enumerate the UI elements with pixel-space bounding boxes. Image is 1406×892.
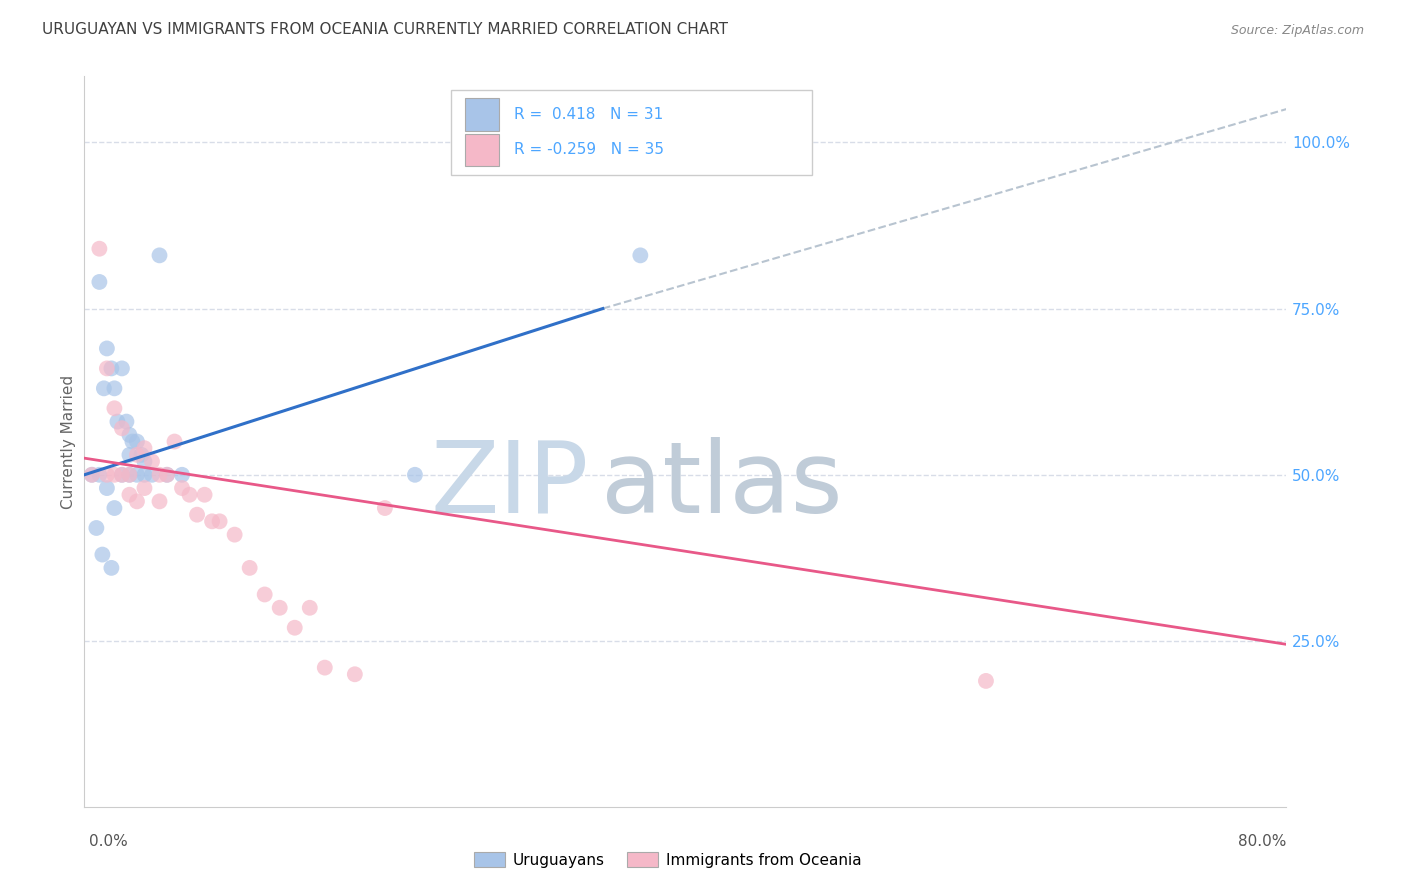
- Point: [404, 467, 426, 482]
- Point: [121, 434, 143, 449]
- Point: [96, 342, 118, 356]
- Point: [131, 448, 153, 462]
- Point: [224, 527, 246, 541]
- Point: [125, 494, 148, 508]
- Point: [134, 454, 156, 468]
- Point: [103, 401, 125, 416]
- FancyBboxPatch shape: [465, 98, 499, 130]
- Point: [103, 467, 125, 482]
- Point: [100, 361, 122, 376]
- Point: [115, 415, 138, 429]
- Text: atlas: atlas: [602, 437, 844, 534]
- Point: [269, 600, 291, 615]
- Point: [125, 467, 148, 482]
- Point: [148, 494, 170, 508]
- Point: [148, 467, 170, 482]
- Text: 80.0%: 80.0%: [1239, 834, 1286, 848]
- Point: [125, 434, 148, 449]
- Point: [103, 501, 125, 516]
- Point: [314, 660, 336, 674]
- Point: [118, 428, 141, 442]
- Point: [111, 421, 134, 435]
- Text: ZIP: ZIP: [430, 437, 589, 534]
- Point: [86, 521, 108, 535]
- Point: [96, 481, 118, 495]
- Point: [111, 467, 134, 482]
- FancyBboxPatch shape: [451, 90, 811, 175]
- FancyBboxPatch shape: [465, 134, 499, 166]
- Point: [194, 488, 217, 502]
- Point: [208, 514, 231, 528]
- Point: [343, 667, 366, 681]
- Y-axis label: Currently Married: Currently Married: [60, 375, 76, 508]
- Text: R = -0.259   N = 35: R = -0.259 N = 35: [513, 142, 664, 157]
- Text: Source: ZipAtlas.com: Source: ZipAtlas.com: [1230, 24, 1364, 37]
- Point: [118, 488, 141, 502]
- Point: [134, 481, 156, 495]
- Point: [156, 467, 179, 482]
- Point: [125, 448, 148, 462]
- Point: [89, 467, 111, 482]
- Point: [96, 361, 118, 376]
- Point: [156, 467, 179, 482]
- Point: [118, 467, 141, 482]
- Point: [89, 242, 111, 256]
- Point: [134, 441, 156, 455]
- Point: [80, 467, 103, 482]
- Point: [107, 415, 129, 429]
- Point: [80, 467, 103, 482]
- Point: [179, 488, 201, 502]
- Point: [628, 248, 651, 262]
- Point: [93, 381, 115, 395]
- Point: [111, 361, 134, 376]
- Point: [103, 381, 125, 395]
- Point: [141, 467, 163, 482]
- Point: [111, 467, 134, 482]
- Point: [298, 600, 321, 615]
- Legend: Uruguayans, Immigrants from Oceania: Uruguayans, Immigrants from Oceania: [468, 846, 868, 873]
- Point: [118, 467, 141, 482]
- Point: [201, 514, 224, 528]
- Point: [96, 467, 118, 482]
- Point: [163, 434, 186, 449]
- Point: [118, 448, 141, 462]
- Point: [374, 501, 396, 516]
- Point: [141, 454, 163, 468]
- Point: [89, 275, 111, 289]
- Point: [974, 673, 997, 688]
- Text: R =  0.418   N = 31: R = 0.418 N = 31: [513, 107, 662, 122]
- Text: 0.0%: 0.0%: [89, 834, 128, 848]
- Point: [170, 467, 193, 482]
- Point: [134, 467, 156, 482]
- Point: [148, 248, 170, 262]
- Point: [170, 481, 193, 495]
- Point: [100, 561, 122, 575]
- Point: [239, 561, 262, 575]
- Text: URUGUAYAN VS IMMIGRANTS FROM OCEANIA CURRENTLY MARRIED CORRELATION CHART: URUGUAYAN VS IMMIGRANTS FROM OCEANIA CUR…: [42, 22, 728, 37]
- Point: [253, 587, 276, 601]
- Point: [91, 548, 114, 562]
- Point: [284, 621, 307, 635]
- Point: [186, 508, 208, 522]
